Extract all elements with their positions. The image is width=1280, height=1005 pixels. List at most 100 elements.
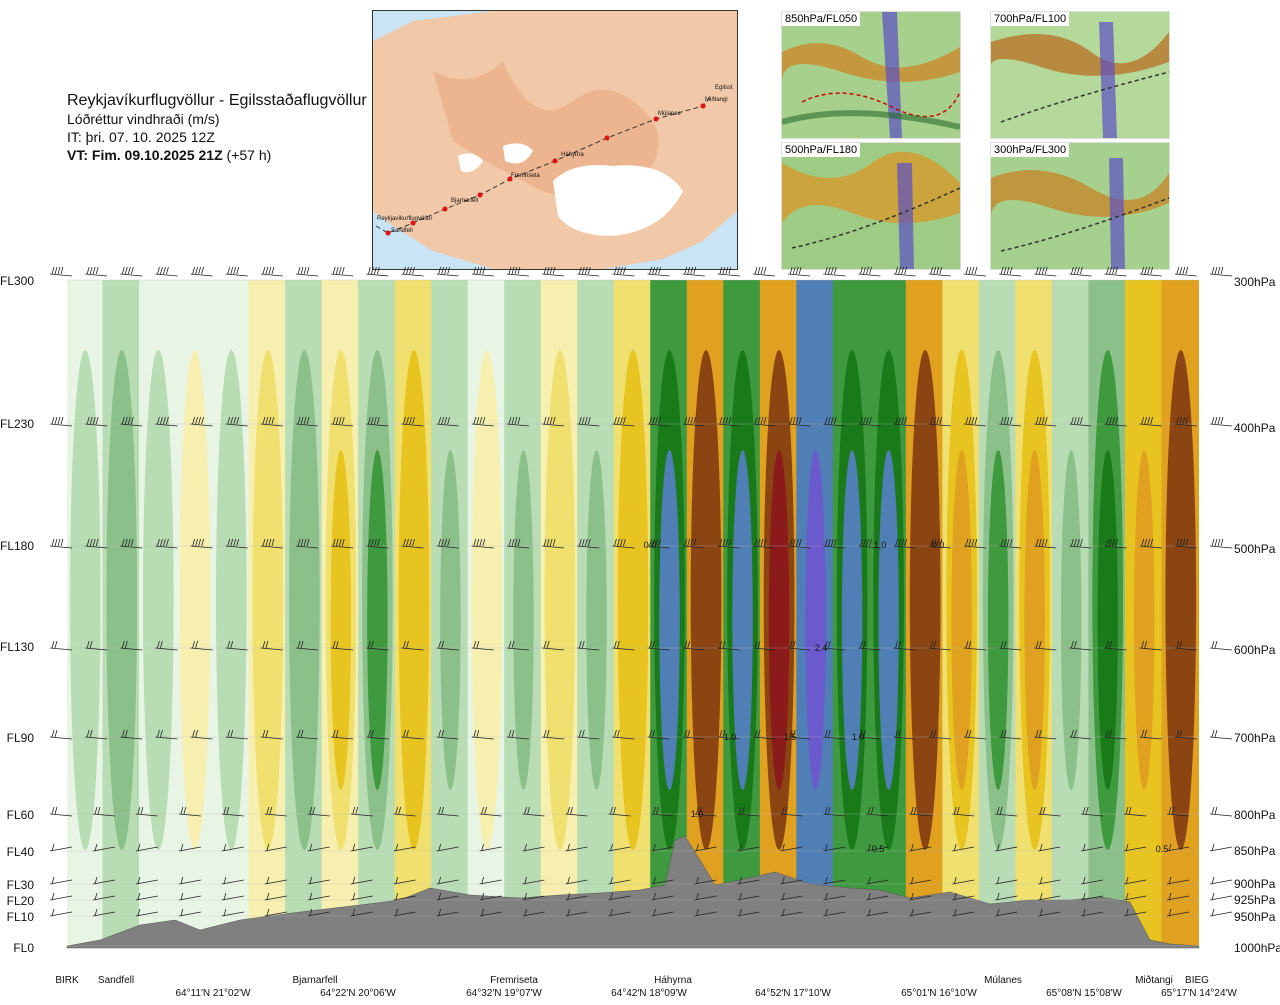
contour-label: 2.4 — [815, 643, 828, 653]
glacier-hofsjokull — [503, 143, 533, 164]
wind-barb — [788, 538, 811, 549]
wind-barb — [577, 266, 600, 277]
wind-barb — [120, 538, 143, 549]
velocity-core-inner — [987, 450, 1009, 790]
wind-barb — [909, 806, 932, 817]
wind-barb — [436, 806, 459, 817]
wind-barb — [350, 843, 373, 852]
hpa-label: 950hPa — [1234, 910, 1276, 924]
wind-barb — [1034, 538, 1057, 549]
wind-barb — [522, 892, 545, 901]
thumbnail-500hpa-map — [782, 143, 960, 269]
velocity-core-inner — [330, 450, 352, 790]
wind-barb — [393, 876, 416, 885]
wind-barb — [963, 416, 986, 427]
wind-barb — [1124, 806, 1147, 817]
wind-barb — [612, 640, 635, 651]
wind-barb — [1104, 416, 1127, 427]
velocity-core-inner — [148, 450, 169, 790]
coordinate-label: 64°11'N 21°02'W — [175, 988, 251, 999]
wind-barb — [1174, 538, 1197, 549]
wind-barb — [1209, 806, 1233, 817]
map-label-hahyrna: Háhyrna — [561, 152, 584, 158]
wind-barb — [393, 892, 416, 901]
wind-barb — [780, 892, 803, 901]
wind-barb — [155, 266, 178, 277]
wind-barb — [92, 843, 116, 852]
wind-barb — [893, 266, 916, 277]
wind-barb — [506, 416, 530, 427]
wind-barb — [296, 266, 319, 277]
velocity-core-inner — [221, 450, 242, 790]
coordinate-label: 64°52'N 17°10'W — [755, 988, 831, 999]
wind-barb — [1166, 843, 1190, 852]
thumbnail-300hpa-label: 300hPa/FL300 — [991, 143, 1070, 157]
wind-barbs — [49, 266, 1233, 917]
location-label: Háhyrna — [654, 975, 692, 986]
map-label-midtangi: Miðtangi — [705, 96, 728, 103]
wind-barb — [1166, 876, 1190, 885]
hpa-label: 400hPa — [1234, 421, 1276, 435]
wind-barb — [999, 416, 1022, 427]
location-label: Múlanes — [984, 975, 1022, 986]
wind-barb — [780, 908, 803, 917]
wind-barb — [612, 266, 635, 277]
map-label-mulanes: Múlanes — [658, 111, 681, 117]
wind-barb — [612, 538, 635, 549]
wind-barb — [717, 416, 740, 427]
wind-barb — [1069, 538, 1092, 549]
velocity-core-inner — [768, 450, 790, 790]
wind-barb — [92, 908, 116, 917]
velocity-core-inner — [659, 450, 680, 790]
wind-barb — [1139, 640, 1162, 651]
wind-barb — [401, 538, 424, 549]
wind-barb — [479, 843, 502, 852]
wind-barb — [350, 892, 373, 901]
valid-time-lead: (+57 h) — [222, 147, 272, 163]
wind-barb — [858, 266, 881, 277]
thumbnail-300hpa-map — [991, 143, 1169, 269]
wind-barb — [436, 416, 459, 427]
thumbnail-300hpa[interactable]: 300hPa/FL300 — [990, 142, 1170, 270]
fl-label: FL30 — [6, 878, 34, 892]
wind-barb — [178, 892, 201, 901]
hpa-label: 700hPa — [1234, 731, 1276, 745]
wind-barb — [1038, 843, 1061, 852]
wind-barb — [963, 640, 986, 651]
wind-barb — [952, 806, 975, 817]
wind-barb — [542, 538, 565, 549]
wind-barb — [752, 266, 776, 277]
location-label: Miðtangi — [1135, 975, 1173, 986]
wind-barb — [909, 876, 932, 885]
fl-label: FL20 — [6, 894, 34, 908]
thumbnail-500hpa[interactable]: 500hPa/FL180 — [781, 142, 961, 270]
glacier-vatnajokull — [553, 165, 683, 236]
wind-barb — [1081, 892, 1104, 901]
wind-barb — [866, 843, 889, 852]
wind-barb — [866, 806, 889, 817]
wind-barb — [221, 892, 244, 901]
location-label: Fremriseta — [490, 975, 538, 986]
wind-barb — [401, 729, 424, 740]
thumbnail-700hpa[interactable]: 700hPa/FL100 — [990, 11, 1170, 139]
contour-label: 0.0 — [644, 540, 657, 550]
thumbnail-850hpa[interactable]: 850hPa/FL050 — [781, 11, 961, 139]
wind-barb — [264, 843, 287, 852]
wind-barb — [49, 806, 73, 817]
wind-barb — [682, 416, 705, 427]
wind-barb — [1209, 843, 1233, 852]
wind-barb — [1104, 729, 1127, 740]
wind-barb — [995, 892, 1018, 901]
wind-barb — [999, 640, 1022, 651]
wind-barb — [608, 908, 631, 917]
wind-barb — [1034, 416, 1057, 427]
wind-barb — [366, 266, 389, 277]
wind-barb — [85, 416, 108, 427]
wind-barb — [1209, 416, 1233, 427]
route-waypoints — [385, 103, 706, 236]
wind-barb — [135, 892, 158, 901]
wind-barb — [190, 729, 213, 740]
wind-barb — [737, 806, 760, 817]
wind-barb — [1167, 806, 1190, 817]
velocity-core-inner — [1024, 450, 1045, 790]
